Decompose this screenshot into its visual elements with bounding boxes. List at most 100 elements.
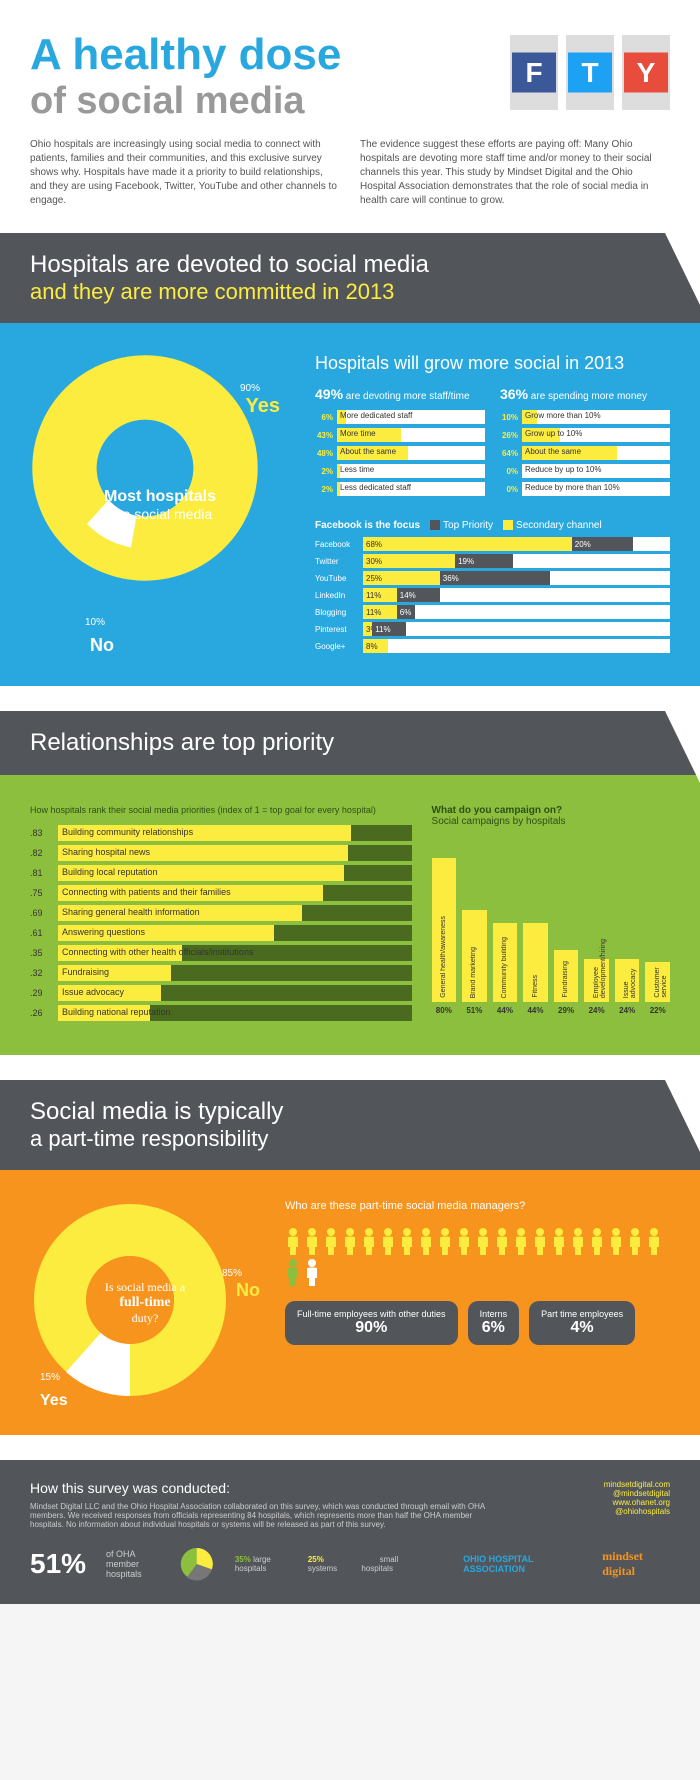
channel-row: YouTube25%36% bbox=[315, 571, 670, 585]
donut2-center: Is social media a full-time duty? bbox=[90, 1280, 200, 1326]
donut1-center: Most hospitals use social media bbox=[95, 488, 225, 522]
person-icon bbox=[589, 1227, 605, 1255]
footer-pie-icon bbox=[179, 1544, 215, 1584]
priority-row: .81Building local reputation bbox=[30, 865, 412, 881]
donut1-svg bbox=[30, 353, 260, 583]
person-icon bbox=[285, 1258, 301, 1286]
campaign-bar: General health/awareness80% bbox=[432, 858, 457, 1015]
priority-row: .69Sharing general health information bbox=[30, 905, 412, 921]
person-icon bbox=[532, 1227, 548, 1255]
person-icon bbox=[304, 1258, 320, 1286]
person-icon bbox=[551, 1227, 567, 1255]
stat-bar: 2%Less time bbox=[315, 464, 485, 478]
callout: Part time employees4% bbox=[529, 1301, 635, 1345]
person-icon bbox=[570, 1227, 586, 1255]
banner-sub: and they are more committed in 2013 bbox=[30, 279, 670, 305]
section3-banner: Social media is typically a part-time re… bbox=[0, 1080, 700, 1170]
grow-head: Hospitals will grow more social in 2013 bbox=[315, 353, 670, 374]
priority-row: .61Answering questions bbox=[30, 925, 412, 941]
channel-row: Twitter30%19% bbox=[315, 554, 670, 568]
priority-row: .35Connecting with other health official… bbox=[30, 945, 412, 961]
priority-row: .26Building national reputation bbox=[30, 1005, 412, 1021]
section1-right: Hospitals will grow more social in 2013 … bbox=[315, 353, 670, 656]
campaign-bar: Community building44% bbox=[493, 923, 518, 1015]
stat-bar: 48%About the same bbox=[315, 446, 485, 460]
person-icon bbox=[323, 1227, 339, 1255]
person-icon bbox=[646, 1227, 662, 1255]
person-icon bbox=[399, 1227, 415, 1255]
donut-chart-2: Is social media a full-time duty? 85% No… bbox=[30, 1200, 260, 1405]
person-icon bbox=[456, 1227, 472, 1255]
callouts: Full-time employees with other duties90%… bbox=[285, 1301, 670, 1345]
stat-bar: 26%Grow up to 10% bbox=[500, 428, 670, 442]
priorities-list: How hospitals rank their social media pr… bbox=[30, 805, 412, 1025]
intro-text: Ohio hospitals are increasingly using so… bbox=[30, 138, 670, 208]
section3-body: Is social media a full-time duty? 85% No… bbox=[0, 1170, 700, 1435]
section2-body: How hospitals rank their social media pr… bbox=[0, 775, 700, 1055]
campaign-bar: Brand marketing51% bbox=[462, 910, 487, 1015]
person-icon bbox=[475, 1227, 491, 1255]
person-icon bbox=[380, 1227, 396, 1255]
footer: How this survey was conducted: Mindset D… bbox=[0, 1460, 700, 1604]
footer-links: mindsetdigital.com@mindsetdigitalwww.oha… bbox=[515, 1480, 670, 1529]
campaign-bar: Issue advocacy24% bbox=[615, 959, 640, 1015]
priority-row: .32Fundraising bbox=[30, 965, 412, 981]
focus-head: Facebook is the focus Top Priority Secon… bbox=[315, 520, 670, 531]
pill-bottle-T: T bbox=[566, 35, 614, 110]
campaign-bar: Customer service22% bbox=[645, 962, 670, 1015]
channel-row: LinkedIn11%14% bbox=[315, 588, 670, 602]
pill-bottles: FTY bbox=[510, 35, 670, 110]
stat-bar: 43%More time bbox=[315, 428, 485, 442]
campaign-bar: Employee development/hiring24% bbox=[584, 959, 609, 1015]
people-icons bbox=[285, 1227, 670, 1286]
person-icon bbox=[513, 1227, 529, 1255]
logo-oha: OHIO HOSPITAL ASSOCIATION bbox=[463, 1554, 582, 1574]
channel-row: Facebook68%20% bbox=[315, 537, 670, 551]
person-icon bbox=[418, 1227, 434, 1255]
col1: 49% are devoting more staff/time6%More d… bbox=[315, 386, 485, 500]
person-icon bbox=[361, 1227, 377, 1255]
stat-bar: 2%Less dedicated staff bbox=[315, 482, 485, 496]
priority-row: .83Building community relationships bbox=[30, 825, 412, 841]
priority-row: .75Connecting with patients and their fa… bbox=[30, 885, 412, 901]
logo-mindset: mindset digital bbox=[602, 1549, 670, 1579]
channel-bars: Facebook68%20% Twitter30%19% YouTube25%36%… bbox=[315, 537, 670, 653]
person-icon bbox=[304, 1227, 320, 1255]
stat-bar: 0%Reduce by more than 10% bbox=[500, 482, 670, 496]
section2-banner: Relationships are top priority bbox=[0, 711, 700, 775]
col2: 36% are spending more money10%Grow more … bbox=[500, 386, 670, 500]
banner2-title: Relationships are top priority bbox=[30, 729, 670, 757]
banner-title: Hospitals are devoted to social media bbox=[30, 251, 670, 279]
channel-row: Google+8% bbox=[315, 639, 670, 653]
priority-row: .29Issue advocacy bbox=[30, 985, 412, 1001]
intro-left: Ohio hospitals are increasingly using so… bbox=[30, 138, 340, 208]
person-icon bbox=[437, 1227, 453, 1255]
banner3-title: Social media is typically bbox=[30, 1098, 670, 1126]
stat-bar: 10%Grow more than 10% bbox=[500, 410, 670, 424]
header: A healthy dose of social media FTY bbox=[30, 30, 670, 123]
two-columns: 49% are devoting more staff/time6%More d… bbox=[315, 386, 670, 500]
channel-row: Blogging11%6% bbox=[315, 605, 670, 619]
section3-right: Who are these part-time social media man… bbox=[285, 1200, 670, 1405]
priority-row: .82Sharing hospital news bbox=[30, 845, 412, 861]
channel-row: Pinterest3%11% bbox=[315, 622, 670, 636]
stat-bar: 6%More dedicated staff bbox=[315, 410, 485, 424]
person-icon bbox=[342, 1227, 358, 1255]
person-icon bbox=[627, 1227, 643, 1255]
campaign-bar: Fundraising29% bbox=[554, 950, 579, 1015]
stat-bar: 0%Reduce by up to 10% bbox=[500, 464, 670, 478]
intro-right: The evidence suggest these efforts are p… bbox=[360, 138, 670, 208]
donut-chart-1: Most hospitals use social media 90% Yes … bbox=[30, 353, 290, 656]
callout: Interns6% bbox=[468, 1301, 520, 1345]
section1-body: Most hospitals use social media 90% Yes … bbox=[0, 323, 700, 686]
person-icon bbox=[608, 1227, 624, 1255]
breakdown: 35% large hospitals25% systems40% small … bbox=[235, 1555, 423, 1573]
campaigns-chart: What do you campaign on?Social campaigns… bbox=[432, 805, 670, 1025]
section1-banner: Hospitals are devoted to social media an… bbox=[0, 233, 700, 323]
pill-bottle-F: F bbox=[510, 35, 558, 110]
pill-bottle-Y: Y bbox=[622, 35, 670, 110]
stat-bar: 64%About the same bbox=[500, 446, 670, 460]
callout: Full-time employees with other duties90% bbox=[285, 1301, 458, 1345]
campaign-bar: Fitness44% bbox=[523, 923, 548, 1015]
person-icon bbox=[494, 1227, 510, 1255]
